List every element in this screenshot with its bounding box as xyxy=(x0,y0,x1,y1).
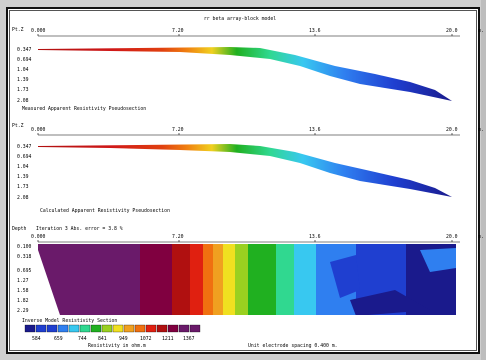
legend-swatch-13 xyxy=(167,324,179,333)
measured-panel: Pt.Z 0.000 7.20 13.6 20.0 m. 0.347 0.694… xyxy=(12,27,484,112)
legend-swatch-3 xyxy=(57,324,69,333)
calculated-x-tick-3: 20.0 xyxy=(446,127,458,133)
inverse-x-tick-3: 20.0 xyxy=(446,234,458,240)
legend-swatch-0 xyxy=(24,324,36,333)
inverse-x-tick-1: 7.20 xyxy=(172,234,184,240)
legend-swatch-9 xyxy=(123,324,135,333)
measured-y-tick-2: 1.04 xyxy=(17,67,29,73)
resistivity-units-label: Resistivity in ohm.m xyxy=(88,343,146,349)
electrode-spacing-label: Unit electrode spacing 0.400 m. xyxy=(248,343,338,349)
inverse-y-tick-6: 2.29 xyxy=(17,308,29,314)
window-edge xyxy=(481,0,486,360)
inverse-caption: Inverse Model Resistivity Section xyxy=(22,318,117,324)
inverse-y-tick-0: 0.100 xyxy=(17,244,32,250)
legend-swatch-2 xyxy=(46,324,58,333)
calculated-x-unit: m. xyxy=(478,128,484,133)
measured-x-tick-2: 13.6 xyxy=(309,28,321,34)
legend-swatch-6 xyxy=(90,324,102,333)
legend-value-1: 659 xyxy=(54,336,63,342)
inverse-x-unit: m. xyxy=(478,235,484,240)
measured-y-tick-0: 0.347 xyxy=(17,47,32,53)
calculated-x-tick-0: 0.000 xyxy=(31,127,46,133)
inverse-y-tick-4: 1.58 xyxy=(17,288,29,294)
legend-swatch-15 xyxy=(189,324,201,333)
legend-swatch-10 xyxy=(134,324,146,333)
legend-value-7: 1367 xyxy=(183,336,195,342)
legend-swatch-4 xyxy=(68,324,80,333)
calculated-y-tick-5: 2.08 xyxy=(17,195,29,201)
calculated-x-tick-1: 7.20 xyxy=(172,127,184,133)
measured-y-tick-1: 0.694 xyxy=(17,57,32,63)
measured-x-tick-0: 0.000 xyxy=(31,28,46,34)
color-legend xyxy=(24,324,201,333)
legend-value-5: 1072 xyxy=(140,336,152,342)
inverse-y-tick-3: 1.27 xyxy=(17,278,29,284)
calculated-caption: Calculated Apparent Resistivity Pseudose… xyxy=(40,208,170,214)
inverse-y-tick-1: 0.318 xyxy=(17,254,32,260)
calculated-panel: Pt.Z 0.000 7.20 13.6 20.0 m. 0.347 0.694… xyxy=(12,123,484,214)
calculated-y-tick-3: 1.39 xyxy=(17,174,29,180)
measured-y-axis-label: Pt.Z xyxy=(12,27,24,33)
legend-value-3: 841 xyxy=(98,336,107,342)
measured-caption: Measured Apparent Resistivity Pseudosect… xyxy=(22,106,146,112)
legend-value-6: 1211 xyxy=(162,336,174,342)
legend-swatch-8 xyxy=(112,324,124,333)
legend-swatch-1 xyxy=(35,324,47,333)
legend-value-4: 949 xyxy=(119,336,128,342)
legend-swatch-7 xyxy=(101,324,113,333)
inverse-x-tick-0: 0.000 xyxy=(31,234,46,240)
calculated-y-tick-4: 1.73 xyxy=(17,184,29,190)
calculated-x-tick-2: 13.6 xyxy=(309,127,321,133)
figure-title: rr beta array-block model xyxy=(204,16,276,22)
measured-pseudosection xyxy=(38,47,452,101)
measured-x-tick-1: 7.20 xyxy=(172,28,184,34)
iteration-note: Iteration 3 Abs. error = 3.8 % xyxy=(36,226,123,232)
legend-swatch-14 xyxy=(178,324,190,333)
inverse-x-tick-2: 13.6 xyxy=(309,234,321,240)
calculated-y-tick-0: 0.347 xyxy=(17,144,32,150)
measured-x-unit: m. xyxy=(478,29,484,34)
legend-value-0: 584 xyxy=(32,336,41,342)
measured-x-tick-3: 20.0 xyxy=(446,28,458,34)
inverse-y-axis-label: Depth xyxy=(12,226,27,232)
inverse-model-section xyxy=(38,244,456,315)
legend-swatch-5 xyxy=(79,324,91,333)
calculated-y-tick-2: 1.04 xyxy=(17,164,29,170)
measured-y-tick-3: 1.39 xyxy=(17,77,29,83)
legend-swatch-12 xyxy=(156,324,168,333)
legend-value-2: 744 xyxy=(78,336,87,342)
inverse-y-tick-5: 1.82 xyxy=(17,298,29,304)
inverse-panel: Depth Iteration 3 Abs. error = 3.8 % 0.0… xyxy=(12,226,484,349)
calculated-y-tick-1: 0.694 xyxy=(17,154,32,160)
calculated-y-axis-label: Pt.Z xyxy=(12,123,24,129)
figure-inner-border xyxy=(9,10,477,351)
measured-y-tick-4: 1.73 xyxy=(17,87,29,93)
legend-swatch-11 xyxy=(145,324,157,333)
inverse-y-tick-2: 0.695 xyxy=(17,268,32,274)
measured-y-tick-5: 2.08 xyxy=(17,98,29,104)
calculated-pseudosection xyxy=(38,144,452,197)
